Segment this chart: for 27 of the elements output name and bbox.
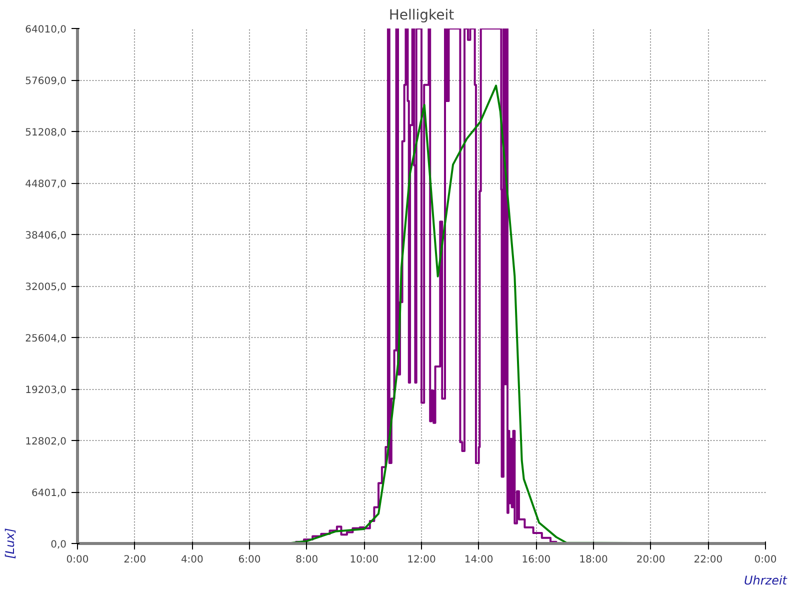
x-tick-label: 16:00 — [522, 554, 551, 566]
x-axis-title: Uhrzeit — [744, 574, 788, 588]
x-tick-label: 4:00 — [180, 554, 204, 566]
x-tick-label: 22:00 — [694, 554, 723, 566]
y-tick-label: 64010,0 — [25, 24, 67, 36]
y-tick-label: 19203,0 — [25, 385, 67, 396]
x-tick-label: 0:00 — [66, 554, 89, 566]
y-tick-label: 44807,0 — [25, 179, 67, 190]
y-tick-label: 38406,0 — [25, 230, 67, 242]
x-tick-label: 6:00 — [238, 554, 261, 566]
x-tick-label: 14:00 — [464, 554, 494, 566]
y-tick-label: 51208,0 — [25, 128, 67, 138]
y-tick-label: 32005,0 — [25, 282, 67, 293]
x-tick-label: 0:00 — [754, 554, 777, 566]
y-tick-label: 0,0 — [50, 540, 67, 550]
x-tick-label: 10:00 — [350, 554, 379, 566]
x-tick-label: 18:00 — [579, 554, 608, 566]
x-tick-label: 20:00 — [636, 554, 666, 566]
x-tick-label: 8:00 — [296, 554, 318, 566]
y-tick-label: 25604,0 — [25, 334, 67, 344]
y-tick-label: 6401,0 — [32, 488, 67, 499]
x-tick-label: 12:00 — [407, 554, 436, 566]
y-tick-label: 57609,0 — [25, 76, 67, 87]
y-axis-title: [Lux] — [3, 528, 18, 559]
x-tick-label: 2:00 — [124, 554, 146, 566]
chart-title: Helligkeit — [388, 8, 455, 24]
y-tick-label: 12802,0 — [25, 436, 67, 448]
